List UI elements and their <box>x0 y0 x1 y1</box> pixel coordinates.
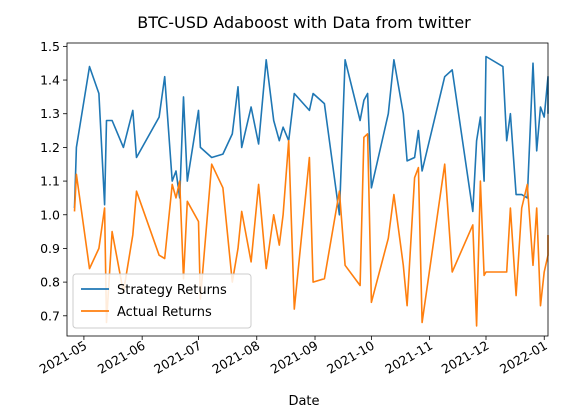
x-tick-label: 2021-06 <box>95 338 148 377</box>
y-tick-label: 1.1 <box>40 174 60 189</box>
y-tick-label: 1.3 <box>40 106 60 121</box>
chart-title: BTC-USD Adaboost with Data from twitter <box>137 13 471 32</box>
y-tick-label: 1.4 <box>40 73 60 88</box>
plot-frame <box>66 42 549 337</box>
x-tick-label: 2021-09 <box>268 338 321 377</box>
series-line-actual-returns <box>73 133 549 327</box>
x-tick-label: 2022-01 <box>497 338 550 377</box>
y-tick-label: 0.9 <box>40 241 60 256</box>
y-tick-label: 0.7 <box>40 308 60 323</box>
x-tick-label: 2021-08 <box>210 338 263 377</box>
x-tick-label: 2021-07 <box>151 338 204 377</box>
y-tick-label: 1.2 <box>40 140 60 155</box>
x-tick-label: 2021-05 <box>37 338 90 377</box>
legend-label: Actual Returns <box>117 305 212 320</box>
y-tick-label: 1.0 <box>40 207 60 222</box>
series-layer <box>73 55 549 327</box>
x-axis: 2021-05 2021-06 2021-07 2021-08 2021-09 2021-… <box>37 336 550 377</box>
series-line-strategy-returns <box>73 55 549 216</box>
x-tick-label: 2021-10 <box>324 338 377 377</box>
x-axis-label: Date <box>288 394 319 409</box>
legend: Strategy Returns Actual Returns <box>72 273 252 329</box>
y-tick-label: 1.5 <box>40 39 60 54</box>
x-tick-label: 2021-11 <box>382 338 435 377</box>
legend-label: Strategy Returns <box>117 283 227 298</box>
legend-box <box>72 273 252 329</box>
x-tick-label: 2021-12 <box>439 338 492 377</box>
y-axis: 0.7 0.8 0.9 1.0 1.1 1.2 1.3 1.4 1.5 <box>40 39 67 323</box>
y-tick-label: 0.8 <box>40 275 60 290</box>
